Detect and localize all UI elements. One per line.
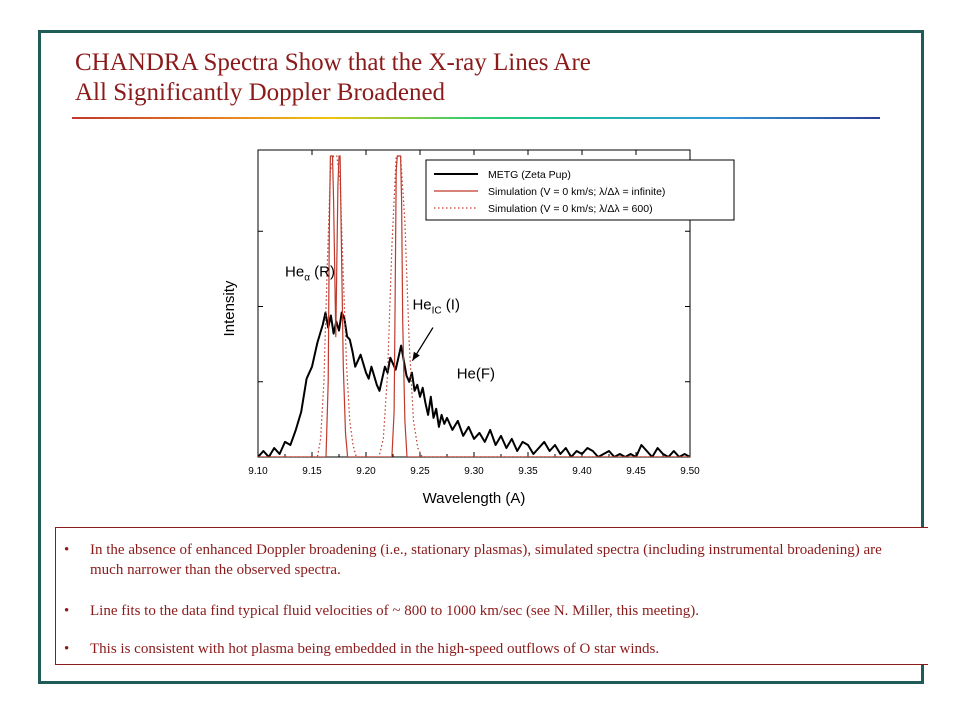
bullet-item: • This is consistent with hot plasma bei… <box>64 639 904 659</box>
x-tick-label: 9.25 <box>410 466 430 477</box>
annotation-suffix: (I) <box>442 297 460 314</box>
annotation-subscript: IC <box>432 306 442 317</box>
bullet-marker: • <box>64 603 70 619</box>
slide-title-line-2: All Significantly Doppler Broadened <box>75 79 446 106</box>
x-tick-label: 9.50 <box>680 466 700 477</box>
y-axis-label: Intensity <box>221 280 238 336</box>
bullet-marker: • <box>64 641 70 657</box>
annotation-arrowhead <box>412 351 420 361</box>
annotation-main: He <box>285 263 304 280</box>
bullet-marker: • <box>64 542 70 558</box>
line-annotation: Heα (R) <box>285 263 335 283</box>
line-annotation: HeIC (I) <box>412 297 460 317</box>
x-tick-label: 9.20 <box>356 466 376 477</box>
bullet-text: This is consistent with hot plasma being… <box>90 641 660 657</box>
x-tick-label: 9.15 <box>302 466 322 477</box>
annotation-main: He <box>412 297 431 314</box>
bullet-text: Line fits to the data find typical fluid… <box>90 603 700 619</box>
bullet-item: • In the absence of enhanced Doppler bro… <box>64 540 904 580</box>
x-tick-label: 9.45 <box>626 466 646 477</box>
bullet-box: • In the absence of enhanced Doppler bro… <box>55 527 928 665</box>
series-group <box>258 155 690 457</box>
line-annotation: He(F) <box>457 366 495 383</box>
series-line <box>258 155 690 457</box>
x-tick-label: 9.10 <box>248 466 268 477</box>
series-line <box>258 155 690 457</box>
legend-label: Simulation (V = 0 km/s; λ/Δλ = 600) <box>488 203 653 215</box>
x-tick-label: 9.35 <box>518 466 538 477</box>
series-line <box>258 311 690 457</box>
annotation-main: He(F) <box>457 366 495 383</box>
annotation-suffix: (R) <box>310 263 335 280</box>
x-tick-label: 9.40 <box>572 466 592 477</box>
slide-title: CHANDRA Spectra Show that the X-ray Line… <box>75 48 855 108</box>
legend-box <box>425 159 735 221</box>
slide-title-line-1: CHANDRA Spectra Show that the X-ray Line… <box>75 49 591 76</box>
annotation-subscript: α <box>304 272 310 283</box>
bullet-item: • Line fits to the data find typical flu… <box>64 601 904 621</box>
chart-legend: METG (Zeta Pup) Simulation (V = 0 km/s; λ… <box>425 159 735 221</box>
x-axis-label: Wavelength (A) <box>423 490 526 507</box>
legend-label: METG (Zeta Pup) <box>488 169 571 181</box>
bullet-text: In the absence of enhanced Doppler broad… <box>90 542 882 578</box>
legend-label: Simulation (V = 0 km/s; λ/Δλ = infinite) <box>488 186 665 198</box>
title-divider <box>72 117 880 119</box>
x-tick-label: 9.30 <box>464 466 484 477</box>
